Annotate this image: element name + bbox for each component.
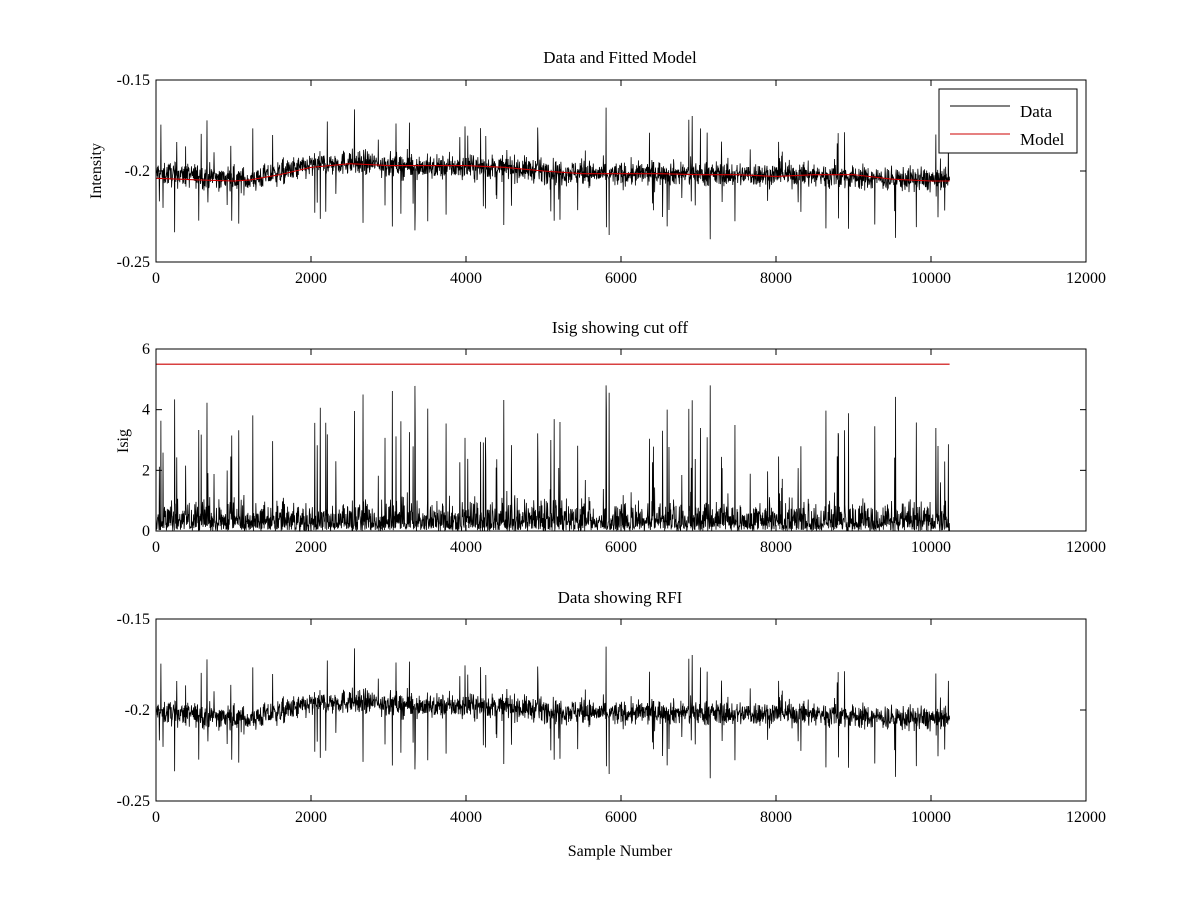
y-tick-label: -0.25 <box>117 254 150 271</box>
y-tick-label: -0.15 <box>117 611 150 628</box>
y-tick-label: -0.2 <box>125 702 150 719</box>
y-tick-label: 6 <box>142 341 150 358</box>
legend-label-model: Model <box>1020 130 1065 149</box>
x-tick-label: 6000 <box>605 539 637 556</box>
plot-area <box>155 363 950 533</box>
legend-label-data: Data <box>1020 102 1053 121</box>
plot-area <box>155 107 950 240</box>
x-tick-label: 0 <box>152 539 160 556</box>
y-tick-label: -0.2 <box>125 163 150 180</box>
x-tick-label: 8000 <box>760 539 792 556</box>
axes-frame <box>155 348 1087 532</box>
panel-title: Data showing RFI <box>558 588 683 607</box>
x-tick-label: 10000 <box>911 539 951 556</box>
x-tick-label: 12000 <box>1066 809 1106 826</box>
x-tick-label: 0 <box>152 270 160 287</box>
x-tick-label: 8000 <box>760 809 792 826</box>
y-tick-label: 2 <box>142 462 150 479</box>
x-tick-label: 10000 <box>911 809 951 826</box>
y-tick-label: -0.15 <box>117 72 150 89</box>
x-tick-label: 4000 <box>450 539 482 556</box>
axis-ticks: 0 2000 4000 6000 8000 10000 12000 0 2 4 6 <box>142 341 1106 556</box>
legend: Data Model <box>938 88 1078 154</box>
axes-frame <box>155 79 1087 263</box>
x-tick-label: 6000 <box>605 270 637 287</box>
x-tick-label: 2000 <box>295 539 327 556</box>
panel-title: Data and Fitted Model <box>543 48 697 67</box>
panel-data-rfi: Data showing RFI 0 2000 4000 6000 8000 10000 1… <box>117 588 1106 860</box>
x-tick-label: 0 <box>152 809 160 826</box>
x-tick-label: 12000 <box>1066 270 1106 287</box>
x-tick-label: 4000 <box>450 809 482 826</box>
panel-isig: Isig showing cut off Isig 0 2000 4000 6000 8… <box>115 318 1106 556</box>
legend-box <box>938 88 1078 154</box>
series-line-signal <box>155 646 950 779</box>
y-tick-label: 4 <box>142 402 150 419</box>
y-tick-label: 0 <box>142 523 150 540</box>
series-line-data <box>155 107 950 240</box>
x-tick-label: 2000 <box>295 270 327 287</box>
x-tick-label: 10000 <box>911 270 951 287</box>
x-tick-label: 2000 <box>295 809 327 826</box>
x-tick-label: 12000 <box>1066 539 1106 556</box>
axes-frame <box>155 618 1087 802</box>
x-tick-label: 6000 <box>605 809 637 826</box>
y-axis-label: Isig <box>115 429 132 453</box>
y-axis-label: Intensity <box>88 143 105 199</box>
series-line-signal <box>155 385 950 533</box>
axis-ticks: 0 2000 4000 6000 8000 10000 12000 -0.15 -0.2 -0.2… <box>117 72 1106 287</box>
x-tick-label: 4000 <box>450 270 482 287</box>
panel-data-fitted-model: Data and Fitted Model Intensity 0 2000 400… <box>88 48 1106 287</box>
panel-title: Isig showing cut off <box>552 318 688 337</box>
x-tick-label: 8000 <box>760 270 792 287</box>
y-tick-label: -0.25 <box>117 793 150 810</box>
series-line-model <box>155 163 950 182</box>
plot-area <box>155 646 950 779</box>
x-axis-label: Sample Number <box>568 843 673 860</box>
